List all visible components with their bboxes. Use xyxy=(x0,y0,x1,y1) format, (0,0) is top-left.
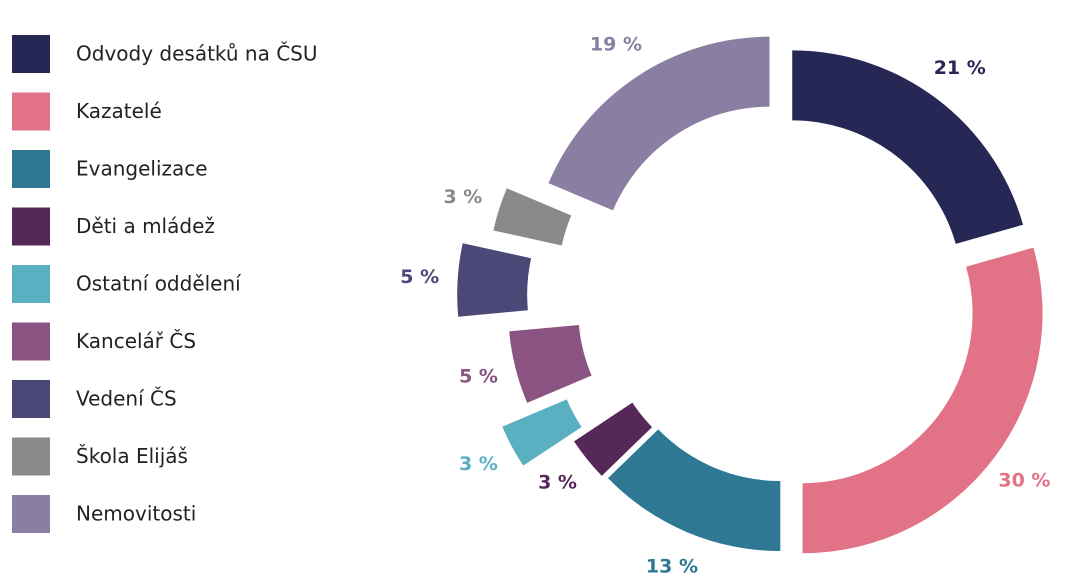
legend-label: Škola Elijáš xyxy=(76,444,188,468)
data-label: 3 % xyxy=(459,453,498,475)
donut-segment xyxy=(574,402,653,476)
legend-swatch xyxy=(12,265,50,303)
legend-label: Evangelizace xyxy=(76,157,208,181)
legend-swatch xyxy=(12,35,50,73)
legend-swatch xyxy=(12,150,50,188)
legend-swatch xyxy=(12,437,50,476)
legend-swatch xyxy=(12,380,50,418)
data-label: 13 % xyxy=(646,556,698,574)
legend-swatch xyxy=(12,207,50,246)
data-label: 3 % xyxy=(443,186,482,208)
data-label: 19 % xyxy=(590,33,642,55)
donut-segment xyxy=(509,324,592,403)
donut-segment xyxy=(457,243,532,317)
data-label: 30 % xyxy=(998,469,1050,491)
donut-segment xyxy=(792,50,1024,244)
data-label: 5 % xyxy=(400,266,439,288)
donut-segment xyxy=(608,429,781,552)
legend-label: Odvody desátků na ČSU xyxy=(76,42,318,66)
data-label: 21 % xyxy=(934,57,986,79)
legend-label: Kazatelé xyxy=(76,99,162,123)
legend-swatch xyxy=(12,92,50,131)
legend-label: Kancelář ČS xyxy=(76,329,196,353)
legend-label: Děti a mládež xyxy=(76,214,215,238)
donut-segment xyxy=(802,247,1043,554)
legend-swatch xyxy=(12,322,50,361)
donut-segment xyxy=(548,36,770,211)
data-label: 5 % xyxy=(459,366,498,388)
legend-swatch xyxy=(12,495,50,533)
donut-segment xyxy=(493,188,572,246)
legend-label: Nemovitosti xyxy=(76,502,196,526)
legend-label: Vedení ČS xyxy=(76,387,177,411)
legend-label: Ostatní oddělení xyxy=(76,272,242,296)
donut-segment xyxy=(502,399,582,466)
data-label: 3 % xyxy=(538,472,577,494)
